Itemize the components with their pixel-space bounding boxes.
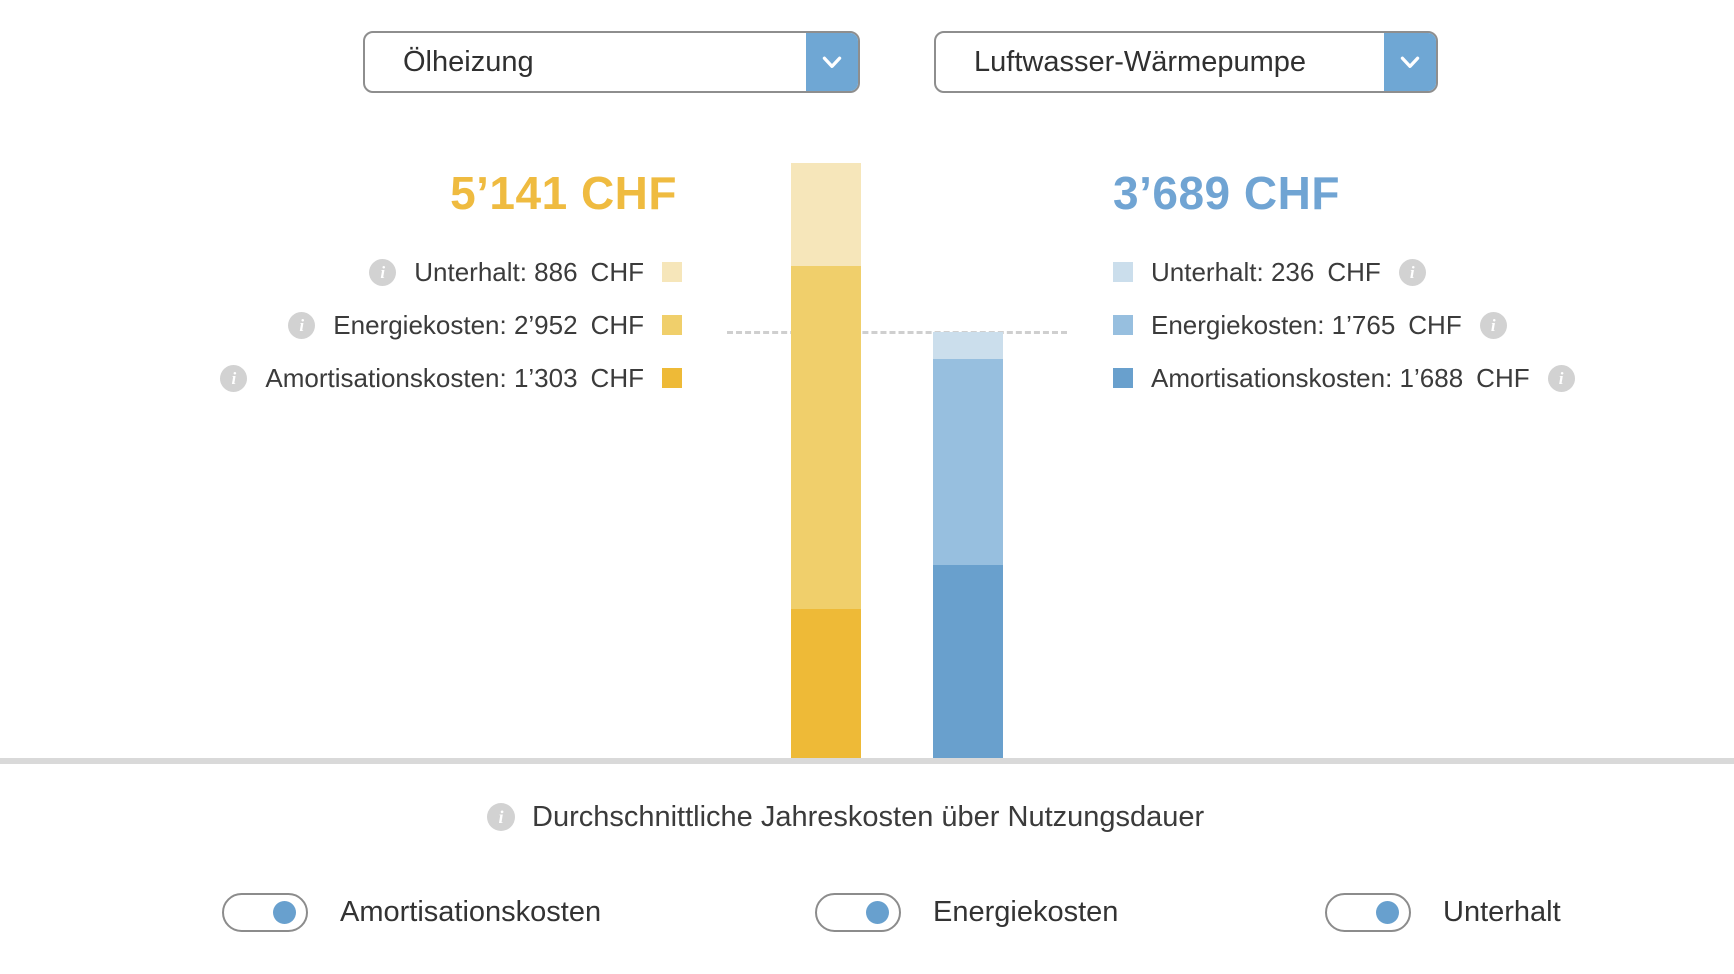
info-icon[interactable]: [1479, 311, 1507, 339]
bar-segment-unterhalt: [791, 163, 861, 267]
legend-row-unterhalt: Unterhalt: 886 CHF: [369, 256, 682, 287]
bar-segment-unterhalt: [933, 332, 1003, 360]
legend-color-swatch: [662, 368, 682, 388]
heating-system-select-right[interactable]: Luftwasser-Wärmepumpe: [934, 31, 1438, 93]
toggle-label: Energiekosten: [933, 896, 1119, 928]
info-icon[interactable]: [487, 803, 515, 831]
bar-segment-amortisationskosten: [933, 564, 1003, 762]
legend-row-amortisationskosten: Amortisationskosten: 1’303 CHF: [220, 362, 682, 393]
legend-row-amortisationskosten: Amortisationskosten: 1’688 CHF: [1113, 362, 1575, 393]
legend-label: Amortisationskosten: 1’688 CHF: [1151, 362, 1530, 393]
info-icon[interactable]: [288, 311, 316, 339]
legend-row-energiekosten: Energiekosten: 2’952 CHF: [288, 309, 682, 340]
legend-row-energiekosten: Energiekosten: 1’765 CHF: [1113, 309, 1507, 340]
legend-label: Unterhalt: 236 CHF: [1151, 256, 1381, 287]
chart-note: Durchschnittliche Jahreskosten über Nutz…: [532, 801, 1205, 833]
chevron-down-icon[interactable]: [806, 33, 858, 91]
legend-color-swatch: [1113, 368, 1133, 388]
bar-segment-amortisationskosten: [791, 609, 861, 761]
legend-left: Unterhalt: 886 CHF Energiekosten: 2’952 C…: [220, 256, 682, 393]
toggle-knob: [866, 901, 889, 924]
toggle-knob: [273, 901, 296, 924]
legend-right: Unterhalt: 236 CHF Energiekosten: 1’765 C…: [1113, 256, 1575, 393]
legend-label: Energiekosten: 1’765 CHF: [1151, 309, 1462, 340]
toggle-unterhalt: Unterhalt: [1325, 893, 1561, 932]
toggle-energiekosten: Energiekosten: [815, 893, 1118, 932]
legend-color-swatch: [1113, 262, 1133, 282]
comparison-dashed-line: [727, 331, 1067, 334]
toggle-switch[interactable]: [815, 893, 901, 932]
stacked-bar-left: [791, 163, 861, 761]
selected-option-left: Ölheizung: [403, 45, 534, 78]
legend-color-swatch: [662, 262, 682, 282]
toggle-label: Amortisationskosten: [340, 896, 602, 928]
legend-color-swatch: [662, 315, 682, 335]
chevron-down-icon[interactable]: [1384, 33, 1436, 91]
legend-label: Unterhalt: 886 CHF: [414, 256, 644, 287]
total-cost-left: 5’141 CHF: [450, 167, 677, 219]
heating-system-select-left[interactable]: Ölheizung: [363, 31, 860, 93]
toggle-label: Unterhalt: [1443, 896, 1561, 928]
toggle-switch[interactable]: [222, 893, 308, 932]
stacked-bar-right: [933, 332, 1003, 762]
selected-option-right: Luftwasser-Wärmepumpe: [974, 45, 1306, 78]
info-icon[interactable]: [1547, 364, 1575, 392]
toggle-knob: [1376, 901, 1399, 924]
info-icon[interactable]: [220, 364, 248, 392]
legend-row-unterhalt: Unterhalt: 236 CHF: [1113, 256, 1426, 287]
bar-segment-energiekosten: [933, 359, 1003, 565]
chart-baseline: [0, 758, 1734, 764]
bar-segment-energiekosten: [791, 266, 861, 610]
toggle-switch[interactable]: [1325, 893, 1411, 932]
total-cost-right: 3’689 CHF: [1113, 167, 1340, 219]
legend-label: Amortisationskosten: 1’303 CHF: [265, 362, 644, 393]
info-icon[interactable]: [369, 258, 397, 286]
info-icon[interactable]: [1398, 258, 1426, 286]
legend-label: Energiekosten: 2’952 CHF: [333, 309, 644, 340]
toggle-amortisationskosten: Amortisationskosten: [222, 893, 601, 932]
legend-color-swatch: [1113, 315, 1133, 335]
